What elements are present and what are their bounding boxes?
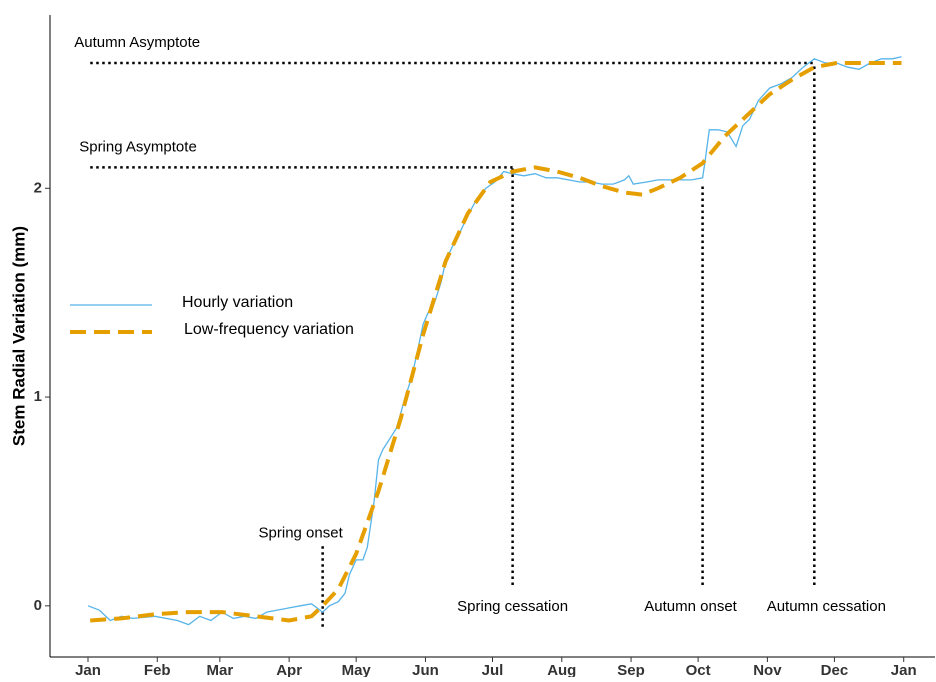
x-tick-label: Apr xyxy=(276,662,302,677)
legend-label: Low-frequency variation xyxy=(184,321,354,338)
annotation: Spring cessation xyxy=(457,598,568,615)
x-tick-label: Jun xyxy=(412,662,439,677)
y-axis-label: Stem Radial Variation (mm) xyxy=(9,226,28,446)
series-line xyxy=(87,56,902,626)
x-tick-label: Mar xyxy=(207,662,234,677)
x-tick-label: Sep xyxy=(617,662,645,677)
annotation: Spring Asymptote xyxy=(79,138,197,155)
annotation: Autumn Asymptote xyxy=(74,34,200,51)
x-tick-label: Feb xyxy=(144,662,171,677)
x-tick-label: May xyxy=(342,662,372,677)
x-tick-label: Jan xyxy=(891,662,917,677)
x-tick-label: Aug xyxy=(547,662,576,677)
annotation: Spring onset xyxy=(259,524,344,541)
annotation: Autumn cessation xyxy=(767,598,886,615)
annotation: Autumn onset xyxy=(644,598,737,615)
x-tick-label: Oct xyxy=(686,662,711,677)
x-tick-label: Jul xyxy=(482,662,504,677)
y-tick-label: 2 xyxy=(34,179,42,196)
series-line xyxy=(90,61,902,623)
y-tick-label: 1 xyxy=(34,388,42,405)
legend-label: Hourly variation xyxy=(182,294,293,311)
x-tick-label: Jan xyxy=(75,662,101,677)
x-tick-label: Nov xyxy=(753,662,782,677)
y-tick-label: 0 xyxy=(34,597,42,614)
x-tick-label: Dec xyxy=(821,662,849,677)
